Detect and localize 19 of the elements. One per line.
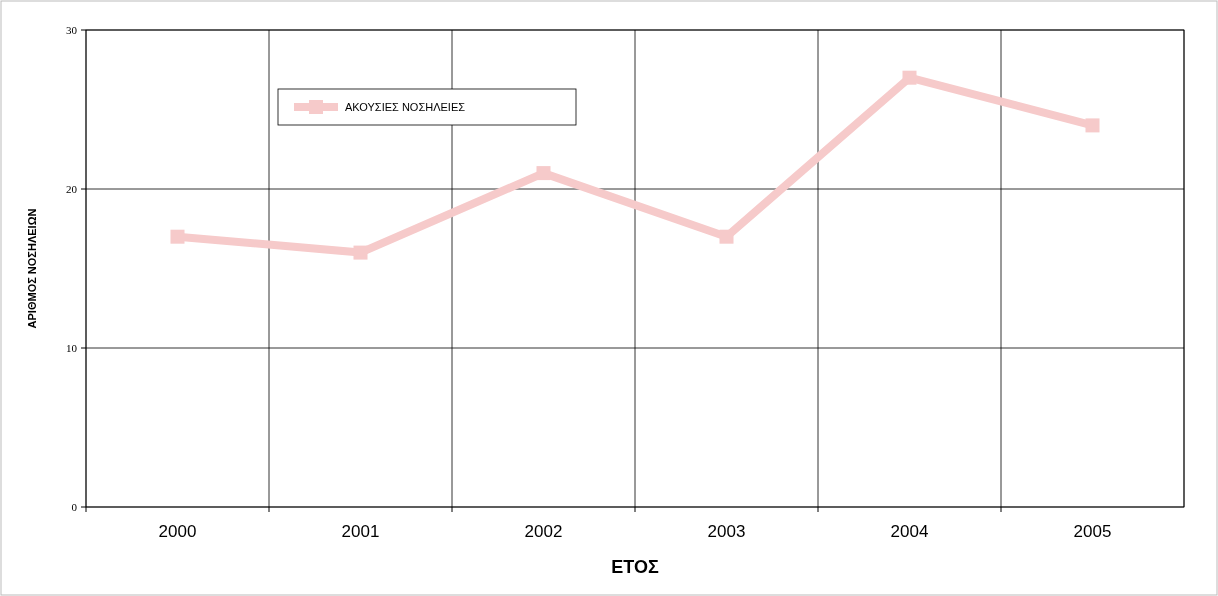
point — [719, 229, 734, 244]
x-axis-title: ΕΤΟΣ — [611, 557, 659, 577]
y-tick-label: 10 — [66, 341, 78, 354]
point — [170, 229, 185, 244]
point — [353, 245, 368, 260]
point — [536, 166, 551, 181]
y-tick-label: 30 — [66, 23, 78, 36]
x-tick-label: 2000 — [158, 522, 197, 541]
x-tick-label: 2005 — [1073, 522, 1112, 541]
y-tick-label: 0 — [71, 500, 78, 513]
y-axis-title: ΑΡΙΘΜΟΣ ΝΟΣΗΛΕΙΩΝ — [26, 208, 38, 329]
legend-label: ΑΚΟΥΣΙΕΣ ΝΟΣΗΛΕΙΕΣ — [345, 100, 466, 113]
y-tick-label: 20 — [66, 182, 78, 195]
x-tick-label: 2001 — [341, 522, 380, 541]
x-tick-label: 2002 — [524, 522, 563, 541]
point — [1085, 118, 1100, 133]
point — [902, 70, 917, 85]
x-tick-label: 2004 — [890, 522, 929, 541]
x-tick-label: 2003 — [707, 522, 746, 541]
